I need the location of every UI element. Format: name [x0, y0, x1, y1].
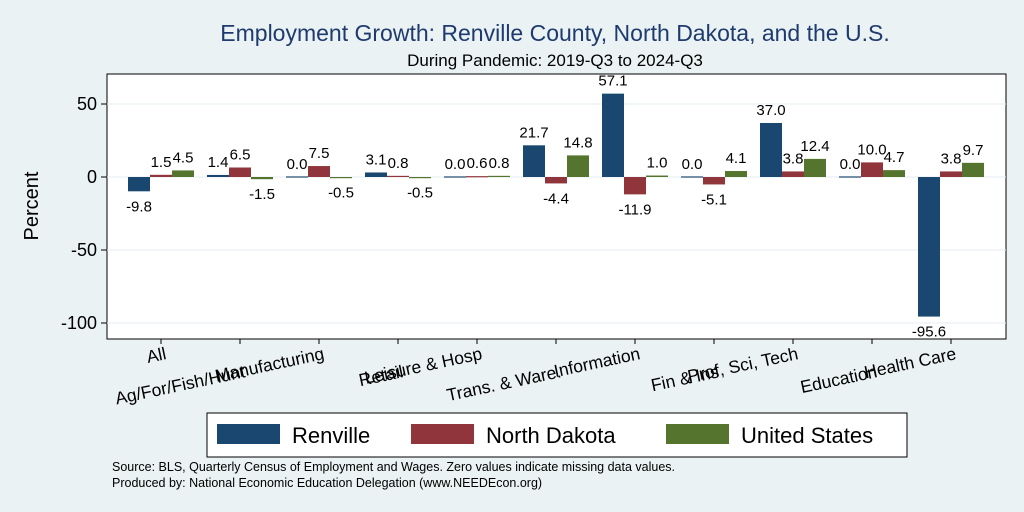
bar [839, 176, 861, 178]
data-label: 0.0 [682, 156, 703, 173]
bar [387, 175, 409, 178]
data-label: 6.5 [230, 147, 251, 164]
legend-swatch-renville [217, 424, 280, 444]
data-label: 1.0 [647, 155, 668, 172]
y-axis-label: Percent [21, 171, 43, 240]
data-label: 4.5 [173, 149, 194, 166]
data-label: 4.1 [726, 150, 747, 167]
bar [229, 167, 251, 177]
data-label: 0.0 [287, 156, 308, 173]
bar [545, 177, 567, 184]
bar [782, 171, 804, 177]
legend-label-north-dakota: North Dakota [486, 423, 616, 448]
bar [523, 145, 545, 177]
data-label: 1.4 [208, 154, 229, 171]
legend-swatch-united-states [666, 424, 729, 444]
legend-label-united-states: United States [741, 423, 873, 448]
chart-subtitle: During Pandemic: 2019-Q3 to 2024-Q3 [407, 51, 703, 70]
data-label: -0.5 [328, 185, 354, 202]
data-label: 37.0 [756, 102, 785, 119]
bar [466, 176, 488, 178]
data-label: 57.1 [598, 73, 627, 90]
y-tick-label: -100 [61, 313, 97, 333]
data-label: -1.5 [249, 186, 275, 203]
bar [308, 166, 330, 177]
data-label: 12.4 [800, 138, 829, 155]
bar [646, 175, 668, 177]
data-label: -95.6 [912, 324, 946, 341]
legend-box [206, 412, 908, 458]
data-label: 3.8 [941, 150, 962, 167]
data-label: -5.1 [701, 191, 727, 208]
data-labels: -9.8 1.4 0.0 3.1 0.0 21.7 57.1 0.0 37.0 0.0 -95.6 1… [126, 73, 983, 341]
data-label: 3.1 [366, 151, 387, 168]
data-label: 1.5 [151, 154, 172, 171]
y-tick-label: 50 [77, 94, 97, 114]
bar [624, 177, 646, 195]
data-label: 0.8 [388, 155, 409, 172]
bar [330, 177, 352, 179]
bar [286, 176, 308, 178]
bar [940, 171, 962, 177]
bar [681, 176, 703, 178]
bar [444, 176, 466, 178]
data-label: -9.8 [126, 198, 152, 215]
y-axis-ticks: 50 0 -50 -100 [61, 94, 107, 333]
data-label: 10.0 [857, 141, 886, 158]
data-label: 0.6 [467, 155, 488, 172]
category-label: All [145, 343, 168, 367]
data-label: 3.8 [783, 150, 804, 167]
y-tick-label: -50 [71, 240, 97, 260]
bar [918, 177, 940, 317]
data-label: 0.0 [840, 156, 861, 173]
bar [804, 158, 826, 177]
source-note: Source: BLS, Quarterly Census of Employm… [112, 460, 675, 474]
chart-title: Employment Growth: Renville County, Nort… [220, 20, 889, 46]
bar [567, 155, 589, 177]
bar [883, 170, 905, 177]
data-label: 21.7 [519, 124, 548, 141]
data-label: 4.7 [884, 149, 905, 166]
bars [128, 93, 984, 317]
bar [602, 93, 624, 177]
y-tick-label: 0 [87, 167, 97, 187]
data-label: 9.7 [963, 142, 984, 159]
bar [861, 162, 883, 177]
bar [365, 172, 387, 177]
plot-area [106, 73, 1007, 340]
bar [172, 170, 194, 177]
legend: Renville North Dakota United States [206, 412, 908, 458]
data-label: 14.8 [563, 134, 592, 151]
data-label: -0.5 [407, 185, 433, 202]
data-label: 7.5 [309, 145, 330, 162]
bar [128, 177, 150, 192]
produced-by-note: Produced by: National Economic Education… [112, 476, 542, 490]
data-label: -11.9 [618, 201, 651, 218]
bar [207, 174, 229, 177]
bar [488, 175, 510, 178]
bar [150, 174, 172, 177]
bar [409, 177, 431, 179]
bar [725, 171, 747, 177]
data-label: 0.8 [489, 155, 510, 172]
bar [760, 122, 782, 177]
data-label: -4.4 [543, 190, 569, 207]
bar [962, 162, 984, 177]
bar [703, 177, 725, 185]
data-label: 0.0 [445, 156, 466, 173]
legend-swatch-north-dakota [411, 424, 474, 444]
bar [251, 177, 273, 180]
legend-label-renville: Renville [292, 423, 370, 448]
